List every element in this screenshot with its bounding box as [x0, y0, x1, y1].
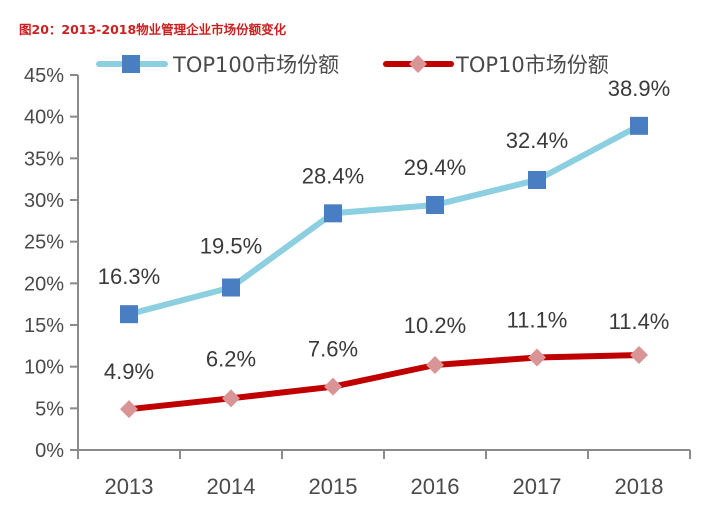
y-tick-label: 5%	[35, 398, 64, 420]
data-point-diamond-top10	[120, 400, 138, 419]
data-point-square-top100	[528, 171, 546, 189]
y-tick-label: 20%	[24, 273, 64, 295]
legend: TOP100市场份额 TOP10市场份额	[96, 53, 609, 77]
data-label-top10: 7.6%	[308, 337, 358, 362]
data-labels: 16.3% 19.5% 28.4% 29.4% 32.4% 38.9% 4.9% 6.2% 7.…	[98, 76, 670, 384]
data-label-top10: 6.2%	[206, 346, 256, 371]
y-tick-label: 25%	[24, 232, 64, 254]
data-label-top100: 28.4%	[302, 163, 364, 188]
x-tick-label: 2013	[105, 474, 154, 499]
data-label-top100: 19.5%	[200, 234, 262, 259]
data-point-square-top100	[222, 278, 240, 297]
legend-item-top10: TOP10市场份额	[383, 53, 609, 77]
y-tick-label: 35%	[24, 148, 64, 170]
y-tick-label: 0%	[35, 440, 64, 462]
data-point-diamond-top10	[324, 377, 342, 396]
axes: 0% 5% 10% 15% 20% 25% 30% 35% 40% 45% 2013 2014 2015…	[24, 65, 691, 499]
data-point-square-top100	[324, 204, 342, 223]
data-label-top100: 38.9%	[608, 76, 670, 101]
data-point-square-top100	[630, 116, 648, 135]
data-label-top100: 16.3%	[98, 264, 160, 289]
legend-marker-diamond-icon	[409, 55, 427, 73]
x-tick-label: 2017	[513, 474, 562, 499]
y-tick-label: 30%	[24, 190, 64, 212]
data-label-top10: 10.2%	[404, 313, 466, 338]
data-point-diamond-top10	[528, 348, 546, 367]
data-point-square-top100	[426, 196, 444, 214]
data-label-top10: 4.9%	[104, 359, 154, 384]
series-line-top100	[126, 122, 642, 318]
y-tick-label: 15%	[24, 315, 64, 337]
y-tick-label: 45%	[24, 65, 64, 87]
legend-label-top100: TOP100市场份额	[172, 53, 339, 77]
data-label-top100: 29.4%	[404, 155, 466, 180]
legend-marker-square-icon	[122, 55, 140, 73]
legend-label-top10: TOP10市场份额	[455, 53, 609, 77]
data-label-top10: 11.4%	[609, 309, 670, 334]
chart-title: 图20：2013-2018物业管理企业市场份额变化	[19, 22, 287, 37]
x-tick-label: 2016	[411, 474, 460, 499]
y-tick-label: 40%	[24, 107, 64, 129]
x-tick-label: 2014	[207, 474, 256, 499]
series-group	[120, 116, 648, 419]
data-label-top10: 11.1%	[507, 308, 568, 333]
data-point-diamond-top10	[630, 346, 648, 364]
series-line-top10	[126, 352, 642, 413]
x-tick-label: 2018	[615, 474, 664, 499]
legend-item-top100: TOP100市场份额	[96, 53, 339, 77]
data-point-square-top100	[120, 305, 138, 324]
data-point-diamond-top10	[222, 389, 240, 408]
data-point-diamond-top10	[426, 356, 444, 374]
data-label-top100: 32.4%	[506, 128, 568, 153]
y-tick-label: 10%	[24, 357, 64, 379]
x-tick-label: 2015	[309, 474, 358, 499]
